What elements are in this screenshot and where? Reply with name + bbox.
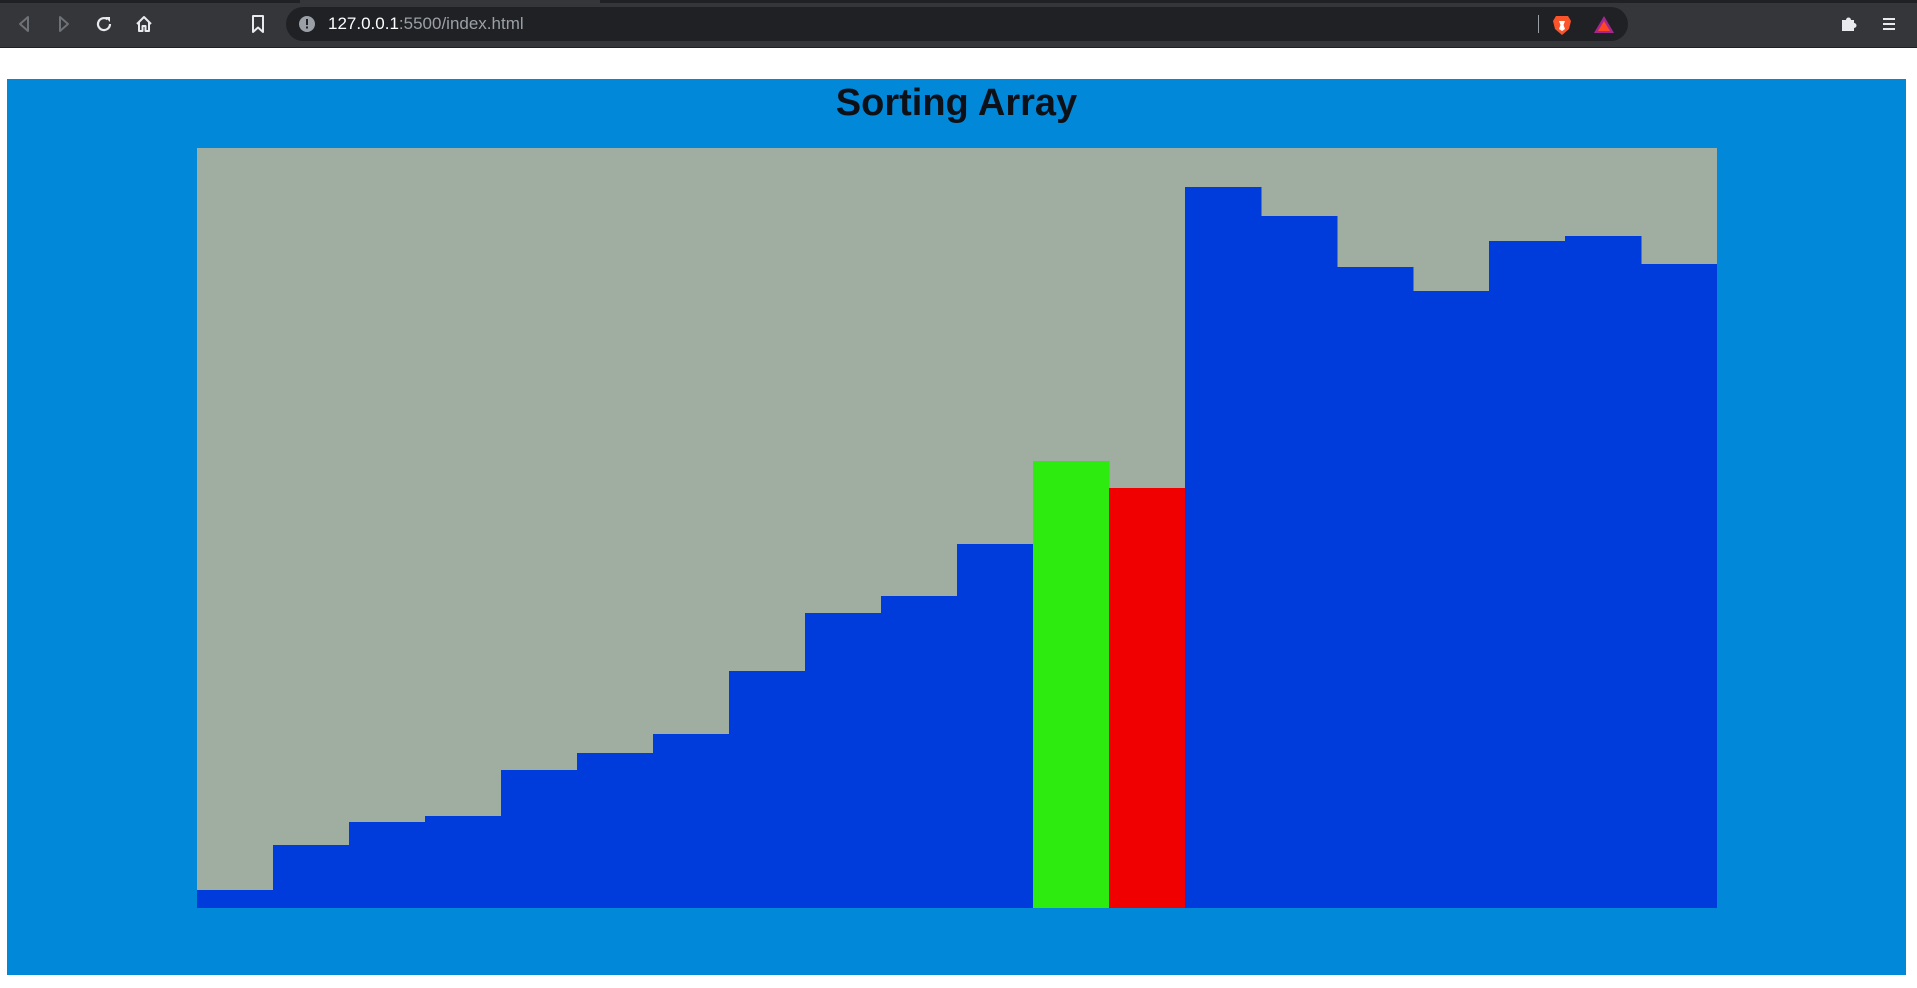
bar-chart — [197, 187, 1717, 908]
active-tab[interactable] — [300, 0, 600, 3]
array-bar-1 — [197, 890, 274, 908]
array-bar-10 — [881, 596, 958, 908]
url-text[interactable]: 127.0.0.1:5500/index.html — [328, 15, 524, 33]
chart-area — [197, 148, 1717, 908]
array-bar-9 — [805, 613, 882, 908]
menu-icon[interactable] — [1876, 11, 1902, 37]
info-icon[interactable] — [298, 15, 316, 33]
forward-icon[interactable] — [51, 11, 77, 37]
array-bar-12 — [1033, 461, 1110, 908]
array-bar-14 — [1185, 187, 1262, 908]
brave-shield-icon[interactable] — [1550, 13, 1574, 37]
array-bar-15 — [1261, 216, 1338, 908]
array-bar-19 — [1565, 236, 1642, 908]
array-bar-17 — [1413, 291, 1490, 908]
tab-strip — [0, 0, 1917, 3]
home-icon[interactable] — [131, 11, 157, 37]
array-bar-18 — [1489, 241, 1566, 908]
address-bar[interactable]: 127.0.0.1:5500/index.html — [286, 7, 1628, 41]
browser-toolbar: 127.0.0.1:5500/index.html — [0, 0, 1917, 48]
array-bar-7 — [653, 734, 730, 908]
array-bar-5 — [501, 770, 578, 908]
array-bar-4 — [425, 816, 502, 908]
puzzle-icon[interactable] — [1836, 11, 1862, 37]
array-bar-13 — [1109, 488, 1186, 908]
array-bar-8 — [729, 671, 806, 908]
back-icon[interactable] — [11, 11, 37, 37]
rewards-triangle-icon[interactable] — [1592, 13, 1616, 37]
array-bar-11 — [957, 544, 1034, 908]
array-bar-16 — [1337, 267, 1414, 908]
address-separator — [1538, 15, 1539, 33]
page-panel: Sorting Array — [7, 79, 1906, 975]
page-title: Sorting Array — [835, 82, 1078, 124]
array-bar-3 — [349, 822, 426, 908]
url-path: :5500/index.html — [398, 14, 524, 33]
bookmark-icon[interactable] — [245, 11, 271, 37]
array-bar-2 — [273, 845, 350, 908]
array-bar-6 — [577, 753, 654, 908]
url-host: 127.0.0.1 — [328, 14, 399, 33]
array-bar-20 — [1641, 264, 1717, 908]
reload-icon[interactable] — [91, 11, 117, 37]
